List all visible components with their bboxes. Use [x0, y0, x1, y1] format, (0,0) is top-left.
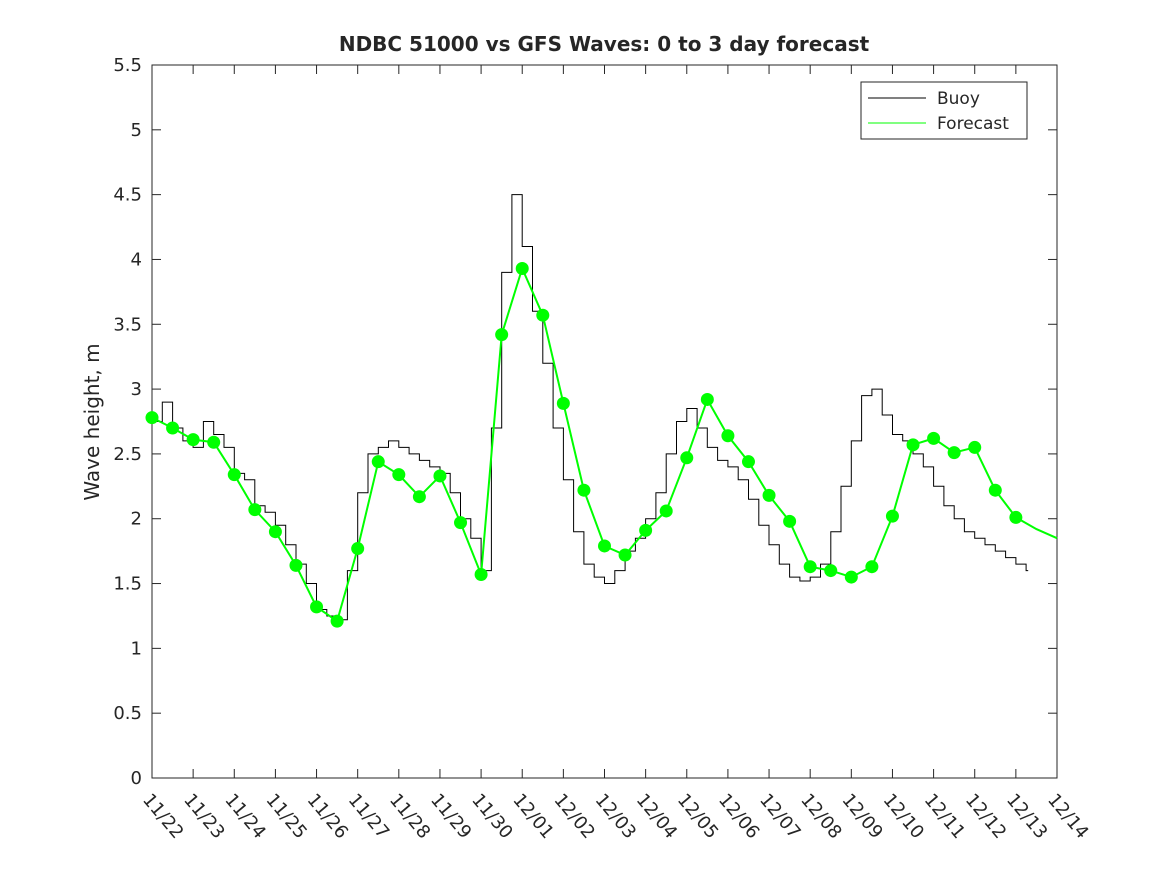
forecast-point: [865, 560, 879, 574]
y-tick-label: 2.5: [113, 444, 142, 465]
x-tick-label: 12/14: [1043, 790, 1092, 843]
plot-frame: [151, 64, 1058, 779]
y-tick-label: 0: [131, 768, 142, 789]
y-axis-label: Wave height, m: [80, 343, 104, 500]
x-tick-label: 11/24: [220, 790, 269, 843]
legend-label-buoy: Buoy: [937, 89, 980, 109]
x-tick-label: 12/02: [550, 790, 599, 843]
y-tick-label: 4.5: [113, 185, 142, 206]
forecast-point: [268, 525, 282, 539]
x-tick-label: 11/28: [385, 790, 434, 843]
x-tick-label: 11/30: [467, 790, 516, 843]
x-tick-label: 11/23: [179, 790, 228, 843]
forecast-point: [639, 523, 653, 537]
y-tick-label: 0.5: [113, 703, 142, 724]
x-tick-label: 12/01: [508, 790, 557, 843]
forecast-point: [207, 435, 221, 449]
forecast-point: [700, 392, 714, 406]
y-axis-ticks: 0 0.5 1 1.5 2 2.5 3 3.5 4 4.5 5 5.5: [113, 55, 1057, 789]
forecast-point: [289, 558, 303, 572]
forecast-point: [598, 539, 611, 553]
forecast-point: [392, 468, 406, 482]
x-tick-label: 11/27: [344, 790, 393, 843]
forecast-point: [783, 514, 797, 528]
forecast-point: [248, 503, 262, 517]
forecast-point: [680, 451, 694, 465]
forecast-point: [227, 468, 241, 482]
y-tick-label: 5: [131, 120, 142, 141]
y-tick-label: 2: [131, 509, 142, 530]
forecast-point: [412, 490, 426, 504]
x-tick-label: 12/13: [1002, 790, 1051, 843]
forecast-point: [556, 396, 570, 410]
forecast-point: [454, 516, 468, 530]
forecast-point: [824, 564, 838, 578]
forecast-point: [741, 455, 755, 469]
x-tick-label: 12/10: [879, 790, 928, 843]
forecast-point: [844, 570, 858, 584]
forecast-point: [330, 614, 344, 628]
forecast-point: [474, 567, 488, 581]
forecast-point: [906, 438, 920, 452]
x-tick-label: 12/07: [755, 790, 804, 843]
chart-title: NDBC 51000 vs GFS Waves: 0 to 3 day fore…: [339, 32, 870, 56]
legend-label-forecast: Forecast: [937, 114, 1009, 134]
y-tick-label: 1.5: [113, 574, 142, 595]
plot-area: 0 0.5 1 1.5 2 2.5 3 3.5 4 4.5 5 5.5 11/2211/2311/24…: [113, 55, 1092, 843]
x-tick-label: 12/06: [714, 790, 763, 843]
legend-box: [860, 81, 1028, 140]
forecast-point: [433, 469, 447, 483]
forecast-point: [186, 433, 200, 447]
forecast-point: [803, 560, 817, 574]
x-tick-label: 11/26: [303, 790, 352, 843]
x-tick-label: 12/12: [961, 790, 1010, 843]
forecast-point: [927, 431, 941, 445]
forecast-point: [515, 262, 529, 276]
y-tick-label: 1: [131, 638, 142, 659]
forecast-point: [536, 308, 550, 322]
x-tick-label: 12/11: [920, 790, 969, 843]
x-tick-label: 12/08: [796, 790, 845, 843]
y-tick-label: 5.5: [113, 55, 142, 76]
forecast-point: [351, 542, 365, 556]
forecast-point: [885, 509, 899, 523]
series-layer: [145, 194, 1058, 628]
x-tick-label: 11/22: [138, 790, 187, 843]
x-tick-label: 12/04: [632, 790, 681, 843]
forecast-point: [371, 455, 385, 469]
forecast-point: [659, 504, 673, 518]
forecast-point: [166, 421, 180, 435]
y-tick-label: 3: [131, 379, 142, 400]
x-tick-label: 11/29: [426, 790, 475, 843]
forecast-point: [968, 440, 982, 454]
y-tick-label: 4: [131, 249, 142, 270]
x-tick-label: 12/09: [837, 790, 886, 843]
forecast-point: [988, 483, 1002, 497]
x-tick-label: 12/03: [591, 790, 640, 843]
forecast-point: [618, 548, 632, 562]
forecast-point: [145, 411, 159, 425]
y-tick-label: 3.5: [113, 314, 142, 335]
forecast-point: [495, 328, 509, 342]
forecast-point: [577, 483, 591, 497]
forecast-point: [721, 429, 735, 443]
forecast-point: [762, 488, 776, 502]
x-tick-label: 12/05: [673, 790, 722, 843]
legend: Buoy Forecast: [860, 81, 1028, 140]
x-tick-label: 11/25: [262, 790, 311, 843]
forecast-point: [1009, 510, 1023, 524]
forecast-point: [947, 446, 961, 460]
forecast-point: [310, 600, 324, 614]
